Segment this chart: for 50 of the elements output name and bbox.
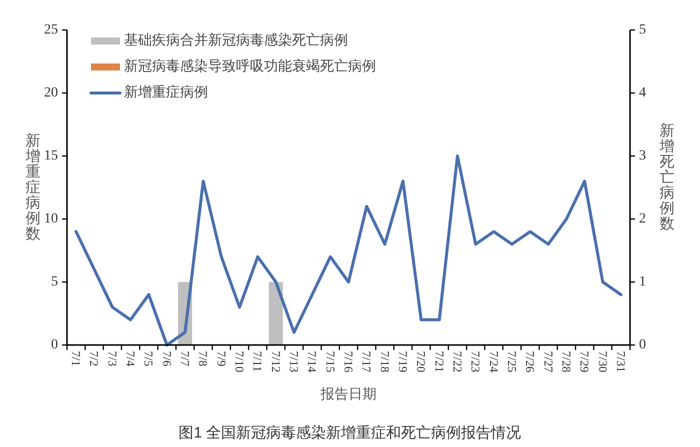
- x-tick-label: 7/20: [414, 351, 428, 372]
- x-tick-label: 7/24: [486, 351, 501, 372]
- x-tick-label: 7/6: [160, 351, 174, 366]
- x-tick-label: 7/13: [287, 351, 302, 372]
- x-tick-label: 7/14: [305, 351, 320, 372]
- x-tick-label: 7/29: [578, 351, 592, 372]
- x-tick-label: 7/15: [323, 351, 338, 372]
- y2-tick-label: 0: [639, 338, 646, 352]
- y2-tick-label: 2: [639, 212, 646, 226]
- x-tick-label: 7/22: [450, 351, 464, 372]
- x-tick-label: 7/11: [250, 351, 265, 372]
- y2-axis-title: 新增死亡病例数: [658, 122, 674, 232]
- x-tick-label: 7/3: [105, 351, 120, 366]
- x-tick-label: 7/12: [268, 351, 283, 372]
- x-tick-label: 7/27: [541, 351, 556, 372]
- x-tick-label: 7/30: [596, 351, 610, 372]
- x-tick-label: 7/18: [378, 351, 392, 372]
- y2-tick-label: 4: [639, 86, 646, 100]
- x-tick-label: 7/1: [69, 351, 84, 366]
- x-tick-label: 7/26: [523, 351, 538, 372]
- x-tick-label: 7/17: [360, 351, 374, 372]
- y-tick-label: 5: [51, 274, 58, 290]
- caption: 图1 全国新冠病毒感染新增重症和死亡病例报告情况: [178, 424, 522, 442]
- legend-label: 基础疾病合并新冠病毒感染死亡病例: [124, 32, 348, 48]
- y-tick-label: 20: [44, 86, 58, 100]
- x-tick-label: 7/21: [432, 351, 446, 372]
- y-tick-label: 10: [44, 212, 58, 226]
- y-tick-label: 15: [44, 148, 58, 164]
- x-tick-label: 7/10: [232, 351, 247, 372]
- legend-label: 新增重症病例: [124, 84, 208, 100]
- x-tick-label: 7/16: [342, 351, 356, 372]
- x-tick-label: 7/8: [196, 351, 210, 366]
- x-tick-label: 7/23: [468, 351, 483, 372]
- y-axis-title: 新增重症病例数: [24, 132, 40, 242]
- x-tick-label: 7/4: [124, 351, 138, 366]
- y2-tick-label: 3: [639, 148, 646, 164]
- y2-tick-label: 1: [639, 274, 646, 290]
- x-tick-label: 7/19: [396, 351, 410, 372]
- y-tick-label: 0: [51, 338, 58, 352]
- x-tick-label: 7/25: [504, 351, 519, 372]
- x-tick-label: 7/7: [178, 351, 192, 366]
- x-tick-label: 7/31: [614, 351, 628, 372]
- y2-tick-label: 5: [639, 22, 646, 38]
- y-tick-label: 25: [44, 22, 58, 38]
- x-axis-title: 报告日期: [320, 386, 376, 402]
- legend-label: 新冠病毒感染导致呼吸功能衰竭死亡病例: [124, 58, 376, 74]
- x-tick-label: 7/9: [214, 351, 228, 366]
- x-tick-label: 7/2: [87, 351, 102, 366]
- x-tick-label: 7/28: [559, 351, 574, 372]
- x-tick-label: 7/5: [142, 351, 156, 366]
